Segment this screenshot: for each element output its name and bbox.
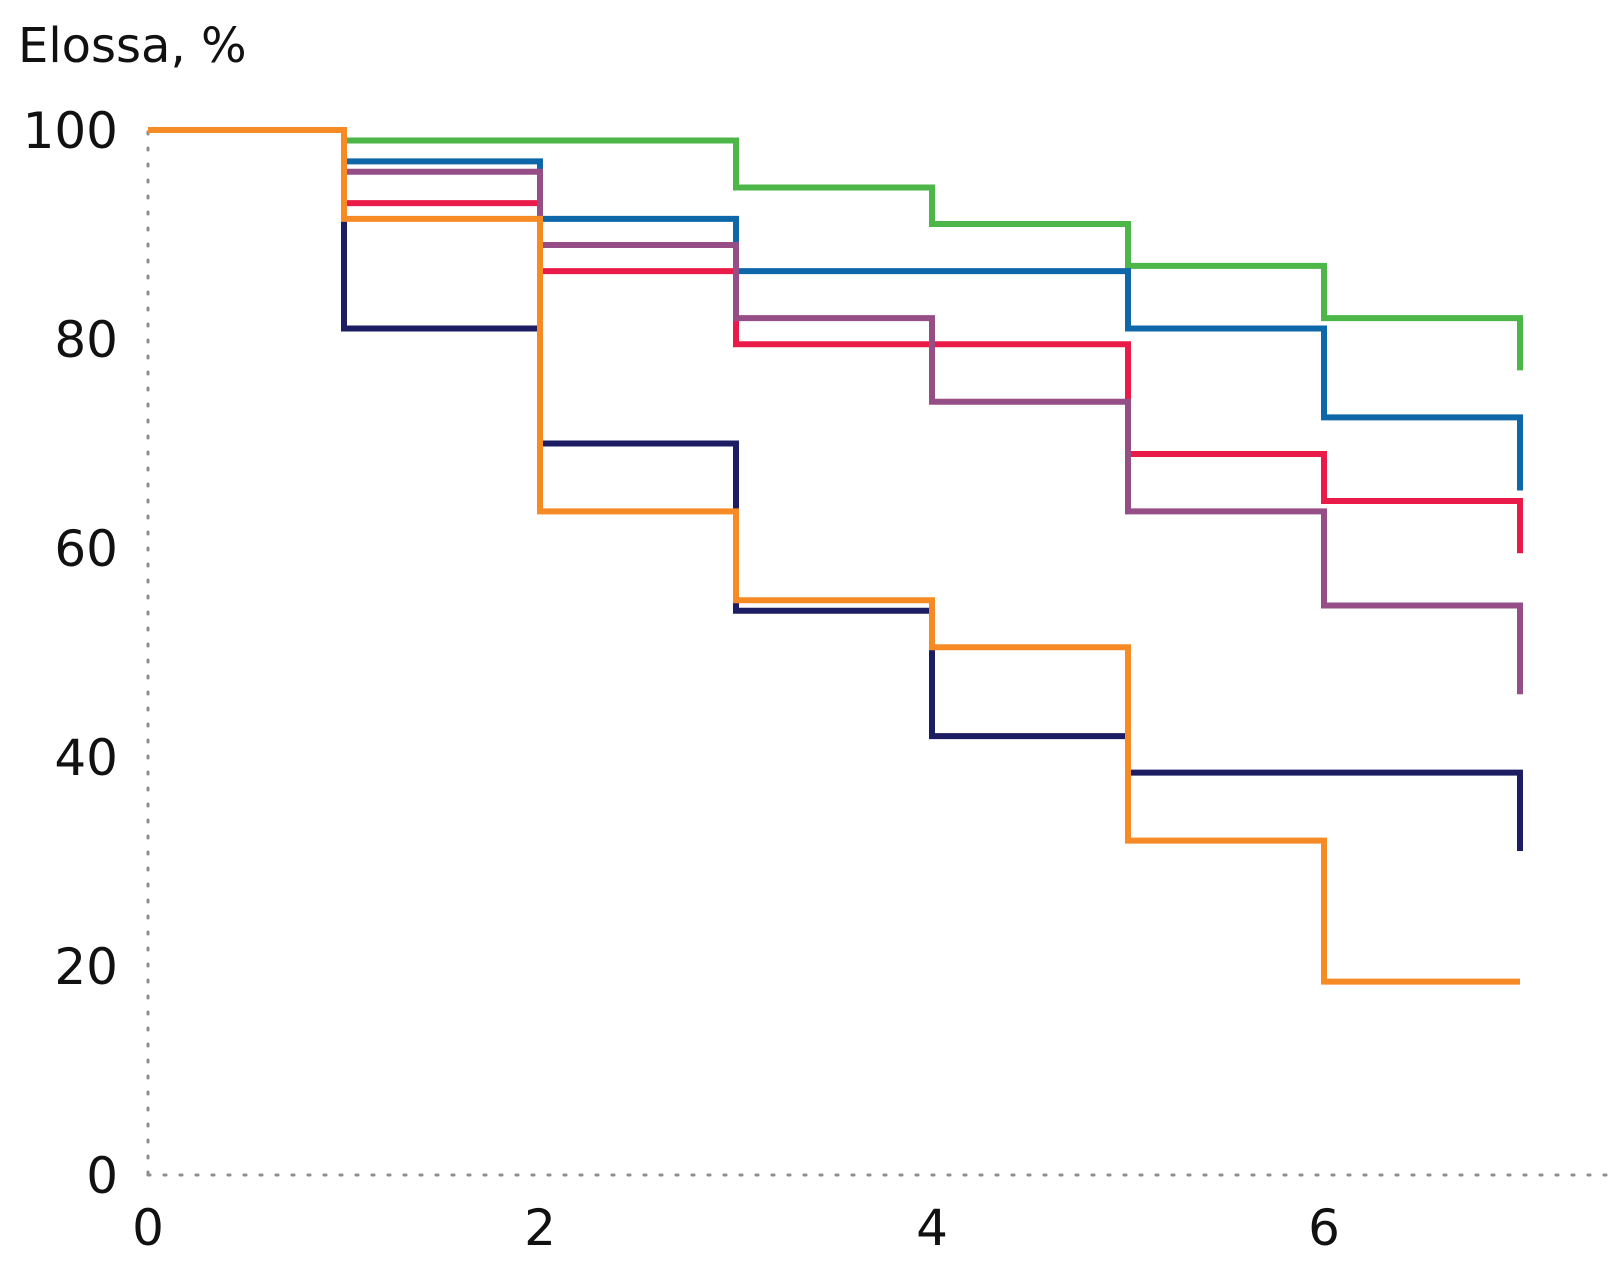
series-line-6 [148,127,1520,985]
y-axis-title: Elossa, % [18,18,247,74]
y-tick-labels: 0 20 40 60 80 100 [23,102,118,1205]
x-tick-label-2: 2 [524,1199,556,1257]
y-tick-label-80: 80 [54,311,118,369]
y-tick-label-20: 20 [54,938,118,996]
y-tick-label-100: 100 [23,102,118,160]
series-line-4 [148,127,1523,695]
series-line-3 [148,127,1523,554]
x-tick-label-0: 0 [132,1199,164,1257]
y-tick-label-0: 0 [86,1147,118,1205]
series-lines [148,127,1523,985]
x-tick-labels: 0 2 4 6 [132,1199,1340,1257]
x-tick-label-4: 4 [916,1199,948,1257]
series-line-2 [148,127,1523,491]
axes [146,130,1617,1177]
y-tick-label-40: 40 [54,729,118,787]
x-tick-label-6: 6 [1308,1199,1340,1257]
series-line-5 [148,127,1523,852]
series-line-1 [148,127,1523,371]
y-tick-label-60: 60 [54,520,118,578]
